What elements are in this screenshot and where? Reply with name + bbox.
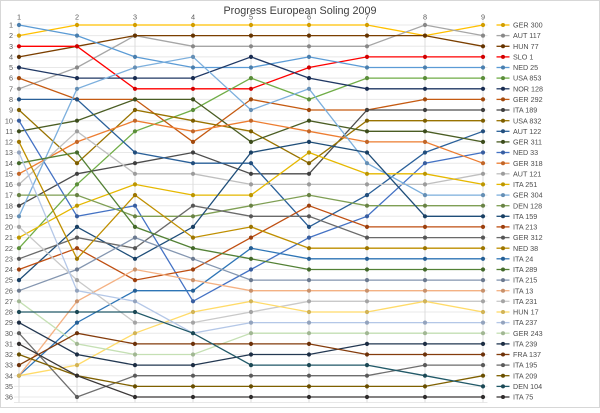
svg-text:AUT 121: AUT 121	[513, 169, 541, 178]
svg-text:USA 832: USA 832	[513, 116, 541, 125]
svg-text:6: 6	[9, 74, 13, 83]
svg-text:33: 33	[5, 361, 13, 370]
svg-text:25: 25	[5, 276, 13, 285]
svg-text:ITA 231: ITA 231	[513, 297, 537, 306]
svg-text:6: 6	[307, 13, 311, 22]
svg-text:2: 2	[75, 13, 79, 22]
svg-text:ITA 251: ITA 251	[513, 180, 537, 189]
svg-text:27: 27	[5, 297, 13, 306]
svg-text:30: 30	[5, 329, 13, 338]
svg-text:AUT 117: AUT 117	[513, 31, 541, 40]
svg-text:FRA 137: FRA 137	[513, 350, 541, 359]
svg-text:5: 5	[9, 63, 13, 72]
svg-text:HUN 17: HUN 17	[513, 308, 539, 317]
svg-text:34: 34	[5, 371, 13, 380]
svg-text:Progress European Soling 2009: Progress European Soling 2009	[223, 5, 376, 17]
svg-text:GER 292: GER 292	[513, 95, 543, 104]
svg-text:GER 311: GER 311	[513, 138, 542, 147]
svg-text:3: 3	[9, 42, 13, 51]
svg-text:ITA 75: ITA 75	[513, 393, 533, 402]
svg-text:28: 28	[5, 308, 13, 317]
svg-text:GER 304: GER 304	[513, 191, 543, 200]
svg-text:SLO 1: SLO 1	[513, 53, 533, 62]
svg-text:32: 32	[5, 350, 13, 359]
svg-text:35: 35	[5, 382, 13, 391]
svg-text:DEN 104: DEN 104	[513, 382, 542, 391]
svg-text:7: 7	[9, 84, 13, 93]
svg-text:21: 21	[5, 233, 13, 242]
svg-text:16: 16	[5, 180, 13, 189]
svg-text:1: 1	[17, 13, 21, 22]
svg-text:AUT 122: AUT 122	[513, 127, 541, 136]
svg-text:26: 26	[5, 286, 13, 295]
svg-text:29: 29	[5, 318, 13, 327]
svg-text:9: 9	[9, 106, 13, 115]
svg-text:22: 22	[5, 244, 13, 253]
svg-text:12: 12	[5, 138, 13, 147]
svg-text:11: 11	[5, 127, 13, 136]
svg-text:10: 10	[5, 116, 13, 125]
svg-text:17: 17	[5, 191, 13, 200]
svg-text:8: 8	[423, 13, 427, 22]
svg-text:4: 4	[191, 13, 195, 22]
svg-text:4: 4	[9, 53, 13, 62]
svg-text:NOR 128: NOR 128	[513, 84, 543, 93]
svg-text:GER 318: GER 318	[513, 159, 543, 168]
svg-text:13: 13	[5, 148, 13, 157]
svg-text:ITA 209: ITA 209	[513, 371, 537, 380]
svg-text:20: 20	[5, 223, 13, 232]
svg-text:15: 15	[5, 169, 13, 178]
svg-text:NED 33: NED 33	[513, 148, 538, 157]
svg-text:ITA 289: ITA 289	[513, 265, 537, 274]
svg-text:7: 7	[365, 13, 369, 22]
svg-text:9: 9	[481, 13, 485, 22]
svg-text:HUN 77: HUN 77	[513, 42, 539, 51]
svg-text:ITA 189: ITA 189	[513, 106, 537, 115]
svg-text:24: 24	[5, 265, 13, 274]
svg-text:3: 3	[133, 13, 137, 22]
svg-text:GER 300: GER 300	[513, 21, 543, 30]
svg-text:DEN 128: DEN 128	[513, 201, 542, 210]
svg-text:ITA 195: ITA 195	[513, 361, 537, 370]
svg-text:19: 19	[5, 212, 13, 221]
svg-text:ITA 159: ITA 159	[513, 212, 537, 221]
svg-text:14: 14	[5, 159, 13, 168]
svg-text:GER 243: GER 243	[513, 329, 543, 338]
svg-text:ITA 237: ITA 237	[513, 318, 537, 327]
svg-text:8: 8	[9, 95, 13, 104]
svg-text:ITA 13: ITA 13	[513, 286, 533, 295]
svg-text:31: 31	[5, 340, 13, 349]
svg-text:23: 23	[5, 254, 13, 263]
svg-text:NED 25: NED 25	[513, 63, 538, 72]
svg-text:ITA 213: ITA 213	[513, 223, 537, 232]
svg-text:1: 1	[9, 21, 13, 30]
svg-text:2: 2	[9, 31, 13, 40]
svg-text:ITA 215: ITA 215	[513, 276, 537, 285]
svg-text:GER 312: GER 312	[513, 233, 543, 242]
svg-text:ITA 239: ITA 239	[513, 340, 537, 349]
svg-text:5: 5	[249, 13, 253, 22]
svg-text:18: 18	[5, 201, 13, 210]
svg-text:ITA 24: ITA 24	[513, 254, 533, 263]
svg-text:USA 853: USA 853	[513, 74, 541, 83]
svg-text:36: 36	[5, 393, 13, 402]
svg-text:NED 38: NED 38	[513, 244, 538, 253]
